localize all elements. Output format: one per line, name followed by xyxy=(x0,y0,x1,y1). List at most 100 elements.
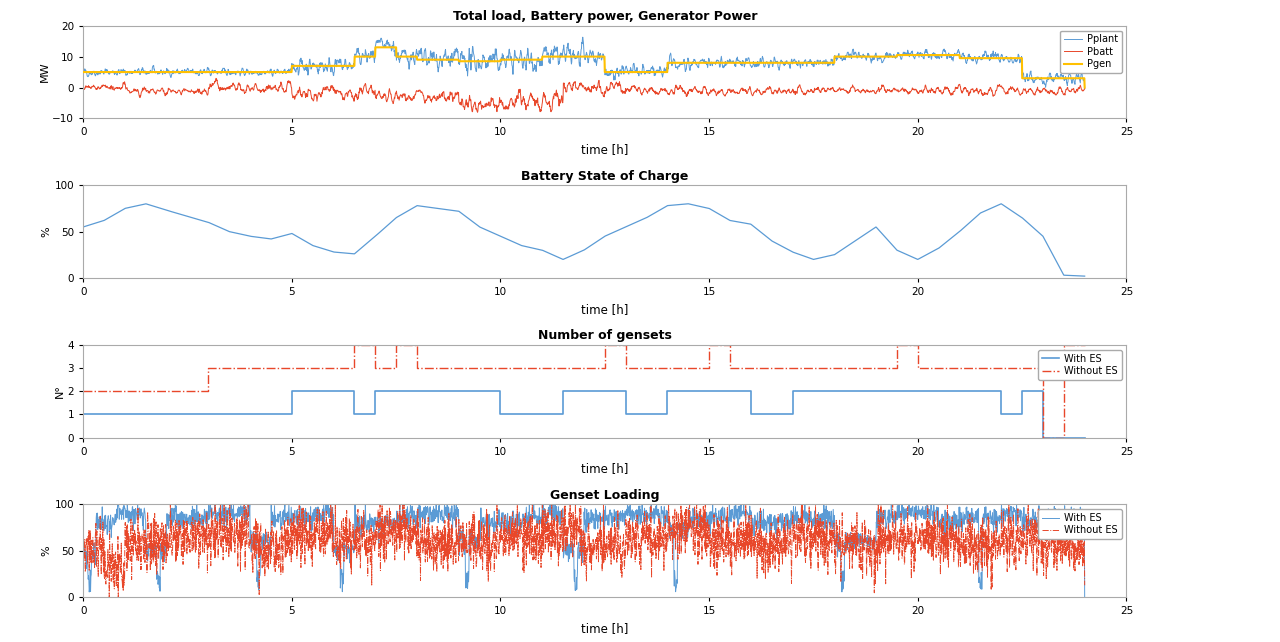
With ES xyxy=(503,512,518,520)
With ES xyxy=(493,387,508,395)
Pbatt xyxy=(209,74,224,82)
Pbatt xyxy=(76,85,91,93)
Pbatt xyxy=(503,94,518,102)
Line: Pbatt: Pbatt xyxy=(83,78,1084,112)
X-axis label: time [h]: time [h] xyxy=(581,302,628,316)
Without ES xyxy=(1056,433,1071,441)
X-axis label: time [h]: time [h] xyxy=(581,143,628,156)
Y-axis label: MW: MW xyxy=(40,62,50,82)
Line: Pplant: Pplant xyxy=(83,37,1084,89)
Pgen xyxy=(367,44,383,51)
Line: Without ES: Without ES xyxy=(83,345,1084,437)
Pbatt xyxy=(250,85,265,92)
With ES xyxy=(618,410,634,418)
With ES xyxy=(556,387,571,395)
Title: Total load, Battery power, Generator Power: Total load, Battery power, Generator Pow… xyxy=(453,10,756,23)
Without ES xyxy=(1056,341,1071,349)
With ES xyxy=(744,410,759,418)
Pplant xyxy=(189,69,205,77)
Pplant xyxy=(1076,85,1092,92)
Without ES xyxy=(618,364,634,372)
Without ES xyxy=(596,364,612,372)
Line: With ES: With ES xyxy=(83,391,1084,437)
Without ES xyxy=(76,387,91,395)
Without ES xyxy=(367,364,383,372)
X-axis label: time [h]: time [h] xyxy=(581,621,628,635)
Pplant xyxy=(460,65,475,73)
With ES xyxy=(460,584,475,592)
Without ES xyxy=(722,341,737,349)
With ES xyxy=(119,501,134,508)
With ES xyxy=(367,410,383,418)
Without ES xyxy=(389,341,404,349)
Title: Battery State of Charge: Battery State of Charge xyxy=(521,169,689,183)
Without ES xyxy=(163,501,178,508)
Y-axis label: %: % xyxy=(42,226,51,237)
Title: Genset Loading: Genset Loading xyxy=(550,489,659,502)
Y-axis label: %: % xyxy=(42,545,51,556)
With ES xyxy=(993,410,1009,418)
Without ES xyxy=(701,341,717,349)
Line: With ES: With ES xyxy=(83,505,1084,597)
Without ES xyxy=(201,387,216,395)
Without ES xyxy=(191,527,206,535)
Pgen xyxy=(250,68,265,76)
With ES xyxy=(659,410,675,418)
Without ES xyxy=(461,548,476,555)
With ES xyxy=(1036,433,1051,441)
Without ES xyxy=(1059,537,1074,545)
With ES xyxy=(950,523,965,531)
With ES xyxy=(993,387,1009,395)
Pgen xyxy=(189,68,205,76)
With ES xyxy=(1057,524,1073,532)
Line: Pgen: Pgen xyxy=(83,48,1084,87)
Without ES xyxy=(250,539,265,547)
Without ES xyxy=(410,364,425,372)
Title: Number of gensets: Number of gensets xyxy=(538,329,672,342)
With ES xyxy=(367,387,383,395)
Pplant xyxy=(950,49,965,56)
Pbatt xyxy=(950,85,965,92)
Pgen xyxy=(76,68,91,76)
Pgen xyxy=(460,57,475,65)
With ES xyxy=(1014,387,1029,395)
Pbatt xyxy=(460,101,475,109)
Pplant xyxy=(250,69,265,76)
Without ES xyxy=(503,537,518,544)
Without ES xyxy=(101,593,116,601)
Without ES xyxy=(618,341,634,349)
With ES xyxy=(1076,593,1092,601)
With ES xyxy=(250,574,265,582)
With ES xyxy=(785,410,800,418)
With ES xyxy=(1056,433,1071,441)
Line: Without ES: Without ES xyxy=(83,505,1084,597)
With ES xyxy=(347,410,362,418)
With ES xyxy=(618,387,634,395)
Pbatt xyxy=(189,87,205,95)
Legend: Pplant, Pbatt, Pgen: Pplant, Pbatt, Pgen xyxy=(1060,31,1121,73)
With ES xyxy=(189,510,205,518)
Legend: With ES, Without ES: With ES, Without ES xyxy=(1038,509,1121,539)
With ES xyxy=(347,387,362,395)
Without ES xyxy=(1076,341,1092,349)
Legend: With ES, Without ES: With ES, Without ES xyxy=(1038,350,1121,380)
Pbatt xyxy=(1076,85,1092,92)
Without ES xyxy=(367,341,383,349)
Without ES xyxy=(410,341,425,349)
Pbatt xyxy=(1059,87,1074,95)
With ES xyxy=(76,552,91,560)
With ES xyxy=(1036,387,1051,395)
With ES xyxy=(785,387,800,395)
Without ES xyxy=(1076,582,1092,589)
Without ES xyxy=(347,364,362,372)
Without ES xyxy=(950,537,965,544)
Without ES xyxy=(1036,364,1051,372)
Without ES xyxy=(910,364,925,372)
Pgen xyxy=(1057,74,1073,82)
With ES xyxy=(556,410,571,418)
Without ES xyxy=(722,364,737,372)
Pbatt xyxy=(470,108,485,116)
Without ES xyxy=(701,364,717,372)
Pplant xyxy=(575,33,590,41)
Without ES xyxy=(890,341,905,349)
